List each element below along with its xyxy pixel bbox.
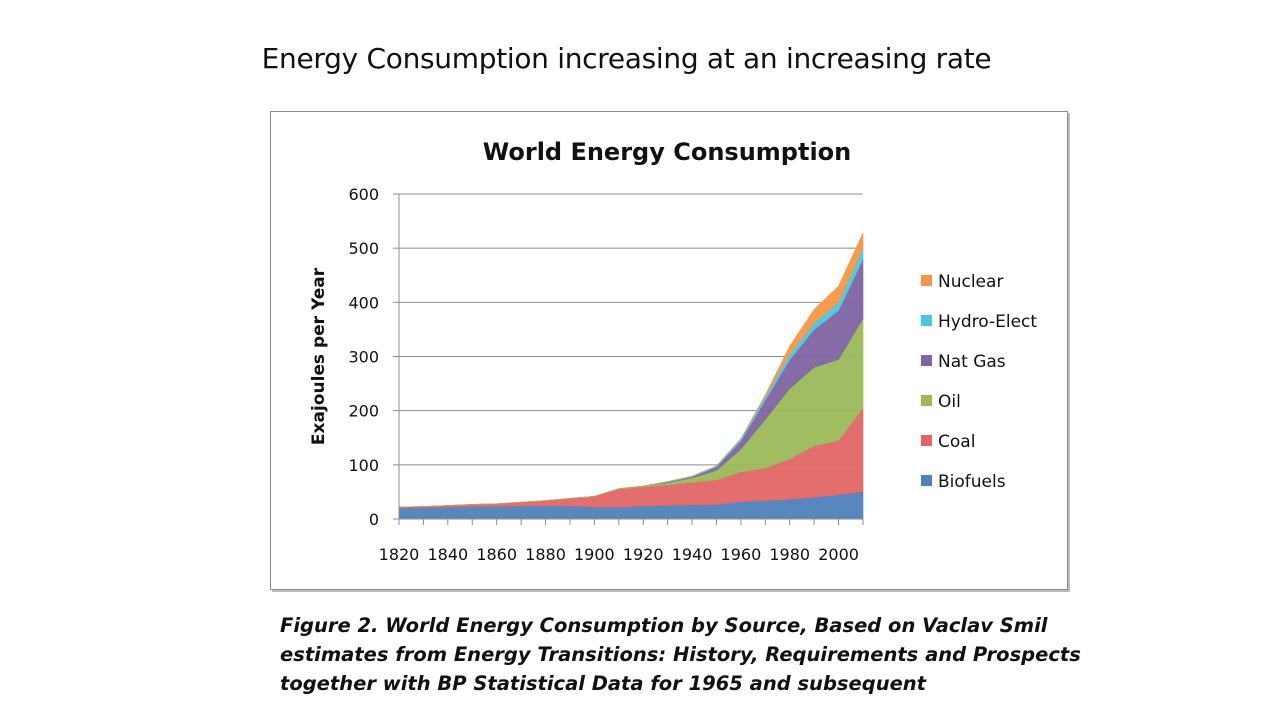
x-tick-label: 1940 (672, 545, 713, 564)
chart-frame: World Energy Consumption Exajoules per Ye… (270, 111, 1068, 590)
y-axis-label: Exajoules per Year (309, 267, 329, 445)
x-tick-label: 2000 (818, 545, 859, 564)
legend-swatch (921, 395, 932, 406)
legend-label: Coal (938, 432, 975, 452)
legend-label: Oil (938, 392, 961, 412)
slide-title: Energy Consumption increasing at an incr… (261, 42, 992, 75)
x-tick-label: 1820 (379, 545, 420, 564)
x-tick-label: 1960 (721, 545, 762, 564)
y-tick-label: 300 (348, 348, 379, 367)
figure-caption: Figure 2. World Energy Consumption by So… (280, 611, 1081, 698)
x-tick-label: 1840 (427, 545, 468, 564)
x-tick-label: 1980 (769, 545, 810, 564)
y-tick-label: 400 (348, 293, 379, 312)
caption-line: together with BP Statistical Data for 19… (280, 672, 927, 695)
x-tick-label: 1900 (574, 545, 615, 564)
legend-swatch (921, 315, 932, 326)
legend-label: Biofuels (938, 472, 1006, 492)
area-nuclear (398, 232, 864, 508)
y-tick-label: 500 (348, 239, 379, 258)
y-tick-label: 0 (369, 510, 379, 529)
legend-swatch (921, 355, 932, 366)
x-tick-label: 1880 (525, 545, 566, 564)
legend-swatch (921, 275, 932, 286)
chart-title: World Energy Consumption (483, 138, 852, 166)
legend-swatch (921, 475, 932, 486)
x-tick-label: 1860 (476, 545, 517, 564)
y-tick-label: 100 (348, 456, 379, 475)
x-tick-label: 1920 (623, 545, 664, 564)
legend-label: Nuclear (938, 272, 1003, 292)
legend-label: Hydro-Elect (938, 312, 1037, 332)
y-tick-label: 600 (348, 185, 379, 204)
legend-swatch (921, 435, 932, 446)
caption-line: Figure 2. World Energy Consumption by So… (280, 614, 1048, 637)
caption-line: estimates from Energy Transitions: Histo… (280, 643, 1081, 666)
area-chart: World Energy Consumption Exajoules per Ye… (309, 138, 1037, 564)
y-tick-label: 200 (348, 402, 379, 421)
legend-label: Nat Gas (938, 352, 1006, 372)
